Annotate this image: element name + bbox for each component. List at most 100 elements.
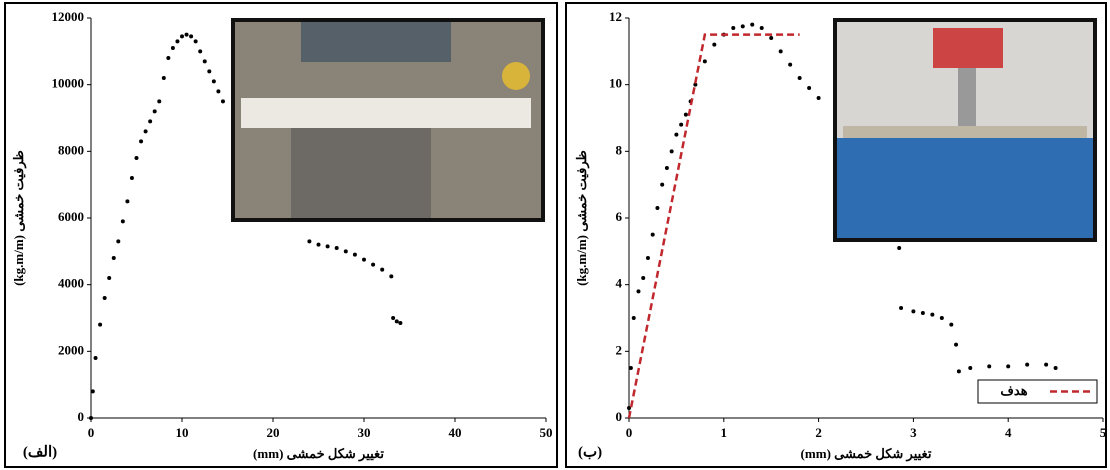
data-point: [683, 112, 688, 117]
data-point: [307, 239, 312, 244]
data-point: [170, 46, 175, 50]
data-point: [207, 69, 212, 74]
x-tick-label: 1: [721, 425, 728, 440]
data-point: [175, 39, 180, 44]
data-point: [1044, 362, 1049, 367]
data-point: [759, 26, 764, 30]
data-point: [120, 219, 125, 224]
data-point: [111, 256, 116, 260]
data-point: [655, 206, 660, 210]
data-point: [968, 366, 973, 370]
photo-slab: [843, 126, 1087, 138]
x-tick-label: 0: [626, 425, 633, 440]
y-tick-label: 0: [616, 409, 623, 424]
data-point: [125, 199, 130, 204]
y-tick-label: 8000: [58, 142, 84, 157]
data-point: [956, 369, 961, 374]
data-point: [98, 322, 103, 327]
data-point: [143, 129, 148, 134]
data-point: [930, 312, 935, 317]
data-point: [899, 306, 904, 310]
data-point: [157, 99, 162, 104]
data-point: [628, 366, 633, 370]
data-point: [645, 256, 650, 260]
x-tick-label: 50: [540, 425, 553, 440]
data-point: [325, 244, 330, 249]
data-point: [89, 416, 93, 420]
y-tick-label: 4000: [58, 276, 84, 291]
legend-label: هدف: [1000, 383, 1027, 398]
data-point: [380, 267, 385, 272]
y-tick-label: 12000: [52, 9, 85, 24]
x-axis-title: تغییر شکل خمشی (mm): [801, 446, 932, 462]
photo-load-cell: [933, 28, 1003, 68]
x-tick-label: 20: [267, 425, 280, 440]
data-point: [679, 122, 684, 127]
data-point: [398, 321, 403, 325]
data-point: [334, 246, 339, 250]
data-point: [90, 389, 95, 394]
data-point: [220, 99, 225, 104]
data-point: [1006, 364, 1011, 369]
data-point: [134, 156, 139, 160]
x-tick-label: 40: [449, 425, 462, 440]
panel-label: (الف): [23, 444, 57, 460]
data-point: [216, 89, 221, 94]
y-tick-label: 2000: [58, 342, 84, 357]
data-point: [664, 166, 669, 170]
data-point: [389, 274, 394, 279]
data-point: [371, 262, 376, 267]
data-point: [939, 316, 944, 320]
data-point: [148, 119, 153, 124]
data-point: [198, 49, 203, 54]
data-point: [129, 176, 134, 180]
y-tick-label: 6000: [58, 209, 84, 224]
data-point: [778, 49, 783, 54]
data-point: [987, 364, 992, 369]
data-point: [184, 32, 189, 37]
data-point: [107, 276, 112, 280]
data-point: [769, 36, 774, 40]
inset-photo: [833, 18, 1097, 242]
x-tick-label: 10: [176, 425, 189, 440]
y-axis-title: ظرفیت خمشی (kg.m/m): [574, 150, 590, 286]
data-point: [797, 76, 802, 80]
data-point: [954, 342, 959, 347]
data-point: [674, 132, 679, 137]
data-point: [180, 34, 184, 39]
x-tick-label: 2: [815, 425, 822, 440]
y-axis-title: ظرفیت خمشی (kg.m/m): [11, 150, 27, 286]
panel-frame: [4, 2, 558, 468]
data-point: [750, 22, 755, 27]
data-point: [362, 257, 366, 262]
y-tick-label: 4: [616, 276, 623, 291]
data-point: [343, 249, 348, 254]
data-point: [1025, 362, 1030, 367]
data-point: [1053, 366, 1058, 370]
legend-box: [977, 379, 1098, 404]
x-tick-label: 0: [88, 425, 95, 440]
data-point: [740, 24, 745, 29]
photo-support: [837, 138, 1093, 238]
data-point: [816, 96, 821, 100]
data-point: [139, 139, 144, 144]
data-point: [631, 316, 636, 320]
x-tick-label: 5: [1100, 425, 1107, 440]
data-point: [102, 296, 107, 300]
photo-ball: [502, 62, 530, 90]
data-point: [788, 62, 793, 67]
y-tick-label: 10000: [52, 76, 85, 91]
x-axis-title: تغییر شکل خمشی (mm): [253, 446, 384, 462]
data-point: [949, 322, 954, 327]
data-point: [641, 276, 646, 280]
y-tick-label: 0: [78, 409, 85, 424]
data-point: [202, 59, 207, 64]
data-point: [161, 76, 166, 80]
data-point: [394, 319, 399, 324]
y-tick-label: 2: [616, 342, 623, 357]
y-tick-label: 6: [616, 209, 623, 224]
data-point: [352, 252, 357, 257]
data-point: [702, 59, 707, 64]
data-point: [920, 311, 925, 315]
